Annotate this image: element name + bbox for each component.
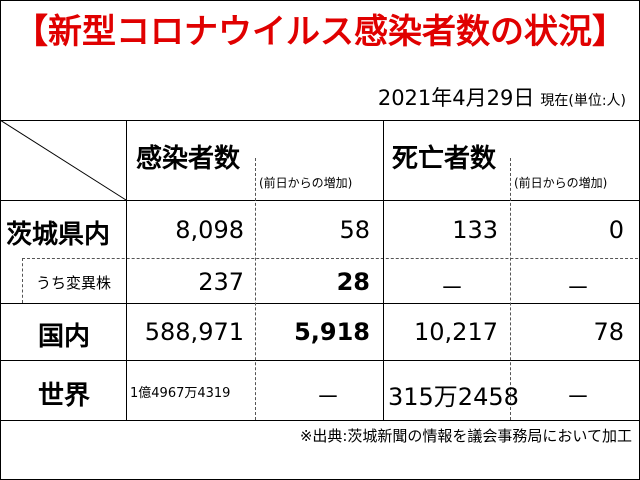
cell-infected-increase: 28 (336, 268, 370, 296)
row-label-sub: うち変異株 (36, 274, 112, 292)
header-infected: 感染者数 (136, 144, 241, 174)
cell-deaths: 10,217 (414, 318, 498, 346)
cell-infected: 8,098 (175, 216, 244, 244)
row-label: 国内 (38, 322, 91, 352)
cell-deaths: 133 (452, 216, 498, 244)
col-dashed-divider (255, 158, 256, 420)
row-divider (0, 360, 640, 361)
row-divider (0, 200, 640, 201)
col-divider (383, 120, 384, 420)
cell-deaths-increase: 0 (608, 216, 624, 244)
col-divider (126, 120, 127, 420)
header-deaths-increase: (前日からの増加) (514, 176, 608, 190)
source-footnote: ※出典:茨城新聞の情報を議会事務局において加工 (299, 427, 632, 445)
cell-infected-increase: － (316, 383, 340, 411)
cell-deaths: － (440, 274, 464, 302)
cell-deaths-increase: 78 (593, 318, 624, 346)
page-title: 【新型コロナウイルス感染者数の状況】 (14, 12, 626, 52)
unit-note: 現在(単位:人) (540, 93, 626, 109)
row-label: 茨城県内 (6, 220, 111, 250)
subrow-indent-line (22, 258, 23, 303)
cell-infected: 237 (198, 268, 244, 296)
cell-infected: 1億4967万4319 (130, 386, 231, 401)
row-label: 世界 (38, 381, 91, 411)
col-dashed-divider (510, 158, 511, 420)
cell-deaths-increase: － (566, 383, 590, 411)
table-bottom-border (0, 420, 640, 421)
date-line: 2021年4月29日 現在(単位:人) (378, 82, 626, 112)
row-divider (0, 303, 640, 304)
header-diagonal-line (0, 120, 127, 201)
cell-deaths: 315万2458 (388, 383, 519, 411)
report-date: 2021年4月29日 (377, 86, 535, 110)
table-top-border (0, 120, 640, 121)
subrow-divider (22, 258, 638, 259)
cell-infected-increase: 5,918 (294, 318, 370, 346)
cell-infected: 588,971 (144, 318, 244, 346)
cell-infected-increase: 58 (339, 216, 370, 244)
cell-deaths-increase: － (566, 274, 590, 302)
header-infected-increase: (前日からの増加) (259, 176, 353, 190)
header-deaths: 死亡者数 (392, 144, 497, 174)
